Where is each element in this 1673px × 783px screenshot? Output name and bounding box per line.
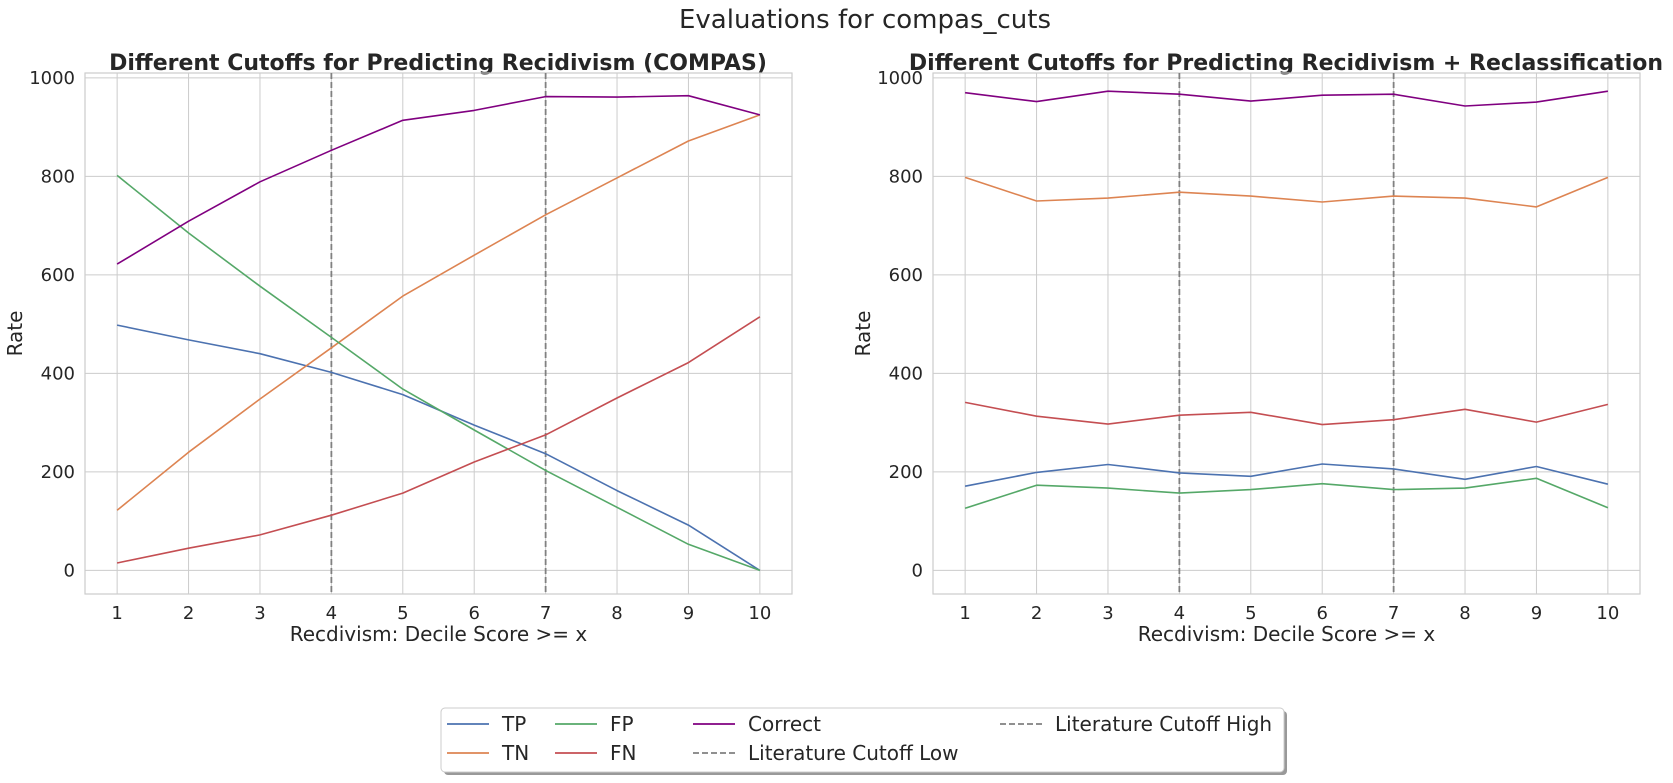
x-tick-label: 1 — [959, 603, 970, 624]
x-tick-label: 3 — [1102, 603, 1113, 624]
y-tick-label: 200 — [889, 462, 923, 483]
x-tick-label: 9 — [683, 603, 694, 624]
legend-label: Correct — [748, 712, 821, 736]
legend-item-tp: TP — [447, 712, 526, 736]
x-tick-label: 6 — [1316, 603, 1327, 624]
x-tick-label: 7 — [540, 603, 551, 624]
legend-label: Literature Cutoff Low — [748, 741, 959, 765]
panel-title: Different Cutoffs for Predicting Recidiv… — [109, 51, 767, 76]
legend-item-fp: FP — [555, 712, 634, 736]
series-line-fn — [116, 316, 761, 564]
x-tick-label: 7 — [1388, 603, 1399, 624]
y-tick-label: 800 — [889, 166, 923, 187]
x-tick-label: 4 — [1174, 603, 1185, 624]
panel-title: Different Cutoffs for Predicting Recidiv… — [909, 51, 1663, 76]
chart-panel-2: Different Cutoffs for Predicting Recidiv… — [851, 51, 1663, 646]
x-tick-label: 8 — [1459, 603, 1470, 624]
legend-item-literature-cutoff-high: Literature Cutoff High — [1000, 712, 1272, 736]
y-tick-label: 400 — [889, 363, 923, 384]
y-tick-label: 600 — [41, 265, 75, 286]
y-tick-label: 1000 — [29, 68, 75, 89]
x-tick-label: 5 — [397, 603, 408, 624]
y-tick-label: 400 — [41, 363, 75, 384]
legend: TP TN FP FN Correct Literature Cutoff Low Lite… — [440, 707, 1287, 775]
plot-frame — [84, 72, 793, 595]
chart-panels: Different Cutoffs for Predicting Recidiv… — [3, 51, 1663, 646]
y-axis-label: Rate — [851, 311, 875, 357]
series-line-fp — [116, 174, 761, 572]
figure-title: Evaluations for compas_cuts — [679, 5, 1051, 35]
x-tick-label: 6 — [468, 603, 479, 624]
series-line-fp — [964, 477, 1609, 510]
y-tick-label: 0 — [912, 560, 923, 581]
legend-label: FP — [610, 712, 634, 736]
x-tick-label: 10 — [1596, 603, 1619, 624]
y-tick-label: 200 — [41, 462, 75, 483]
x-tick-label: 9 — [1531, 603, 1542, 624]
series-line-tn — [116, 114, 761, 511]
x-tick-label: 10 — [748, 603, 771, 624]
y-tick-label: 1000 — [877, 68, 923, 89]
series-line-tn — [964, 176, 1609, 208]
x-tick-label: 5 — [1245, 603, 1256, 624]
series-line-correct — [965, 90, 1609, 107]
x-tick-label: 3 — [254, 603, 265, 624]
x-axis-label: Recdivism: Decile Score >= x — [1138, 622, 1436, 646]
x-tick-label: 8 — [611, 603, 622, 624]
series-line-tp — [964, 463, 1609, 487]
legend-label: Literature Cutoff High — [1055, 712, 1272, 736]
legend-label: TP — [501, 712, 526, 736]
y-tick-label: 800 — [41, 166, 75, 187]
x-tick-label: 1 — [111, 603, 122, 624]
legend-item-correct: Correct — [693, 712, 821, 736]
legend-item-tn: TN — [447, 741, 529, 765]
x-tick-label: 4 — [326, 603, 337, 624]
y-tick-label: 0 — [64, 560, 75, 581]
x-axis-label: Recdivism: Decile Score >= x — [290, 622, 588, 646]
y-tick-label: 600 — [889, 265, 923, 286]
x-tick-label: 2 — [1031, 603, 1042, 624]
x-tick-label: 2 — [183, 603, 194, 624]
legend-label: FN — [610, 741, 636, 765]
legend-box — [440, 707, 1285, 773]
plot-frame — [932, 72, 1641, 595]
series-line-correct — [116, 94, 761, 265]
y-axis-label: Rate — [3, 311, 27, 357]
chart-panel-1: Different Cutoffs for Predicting Recidiv… — [3, 51, 793, 646]
legend-label: TN — [501, 741, 529, 765]
series-line-fn — [964, 401, 1609, 426]
legend-item-fn: FN — [555, 741, 636, 765]
legend-item-literature-cutoff-low: Literature Cutoff Low — [693, 741, 959, 765]
series-line-tp — [116, 324, 761, 572]
